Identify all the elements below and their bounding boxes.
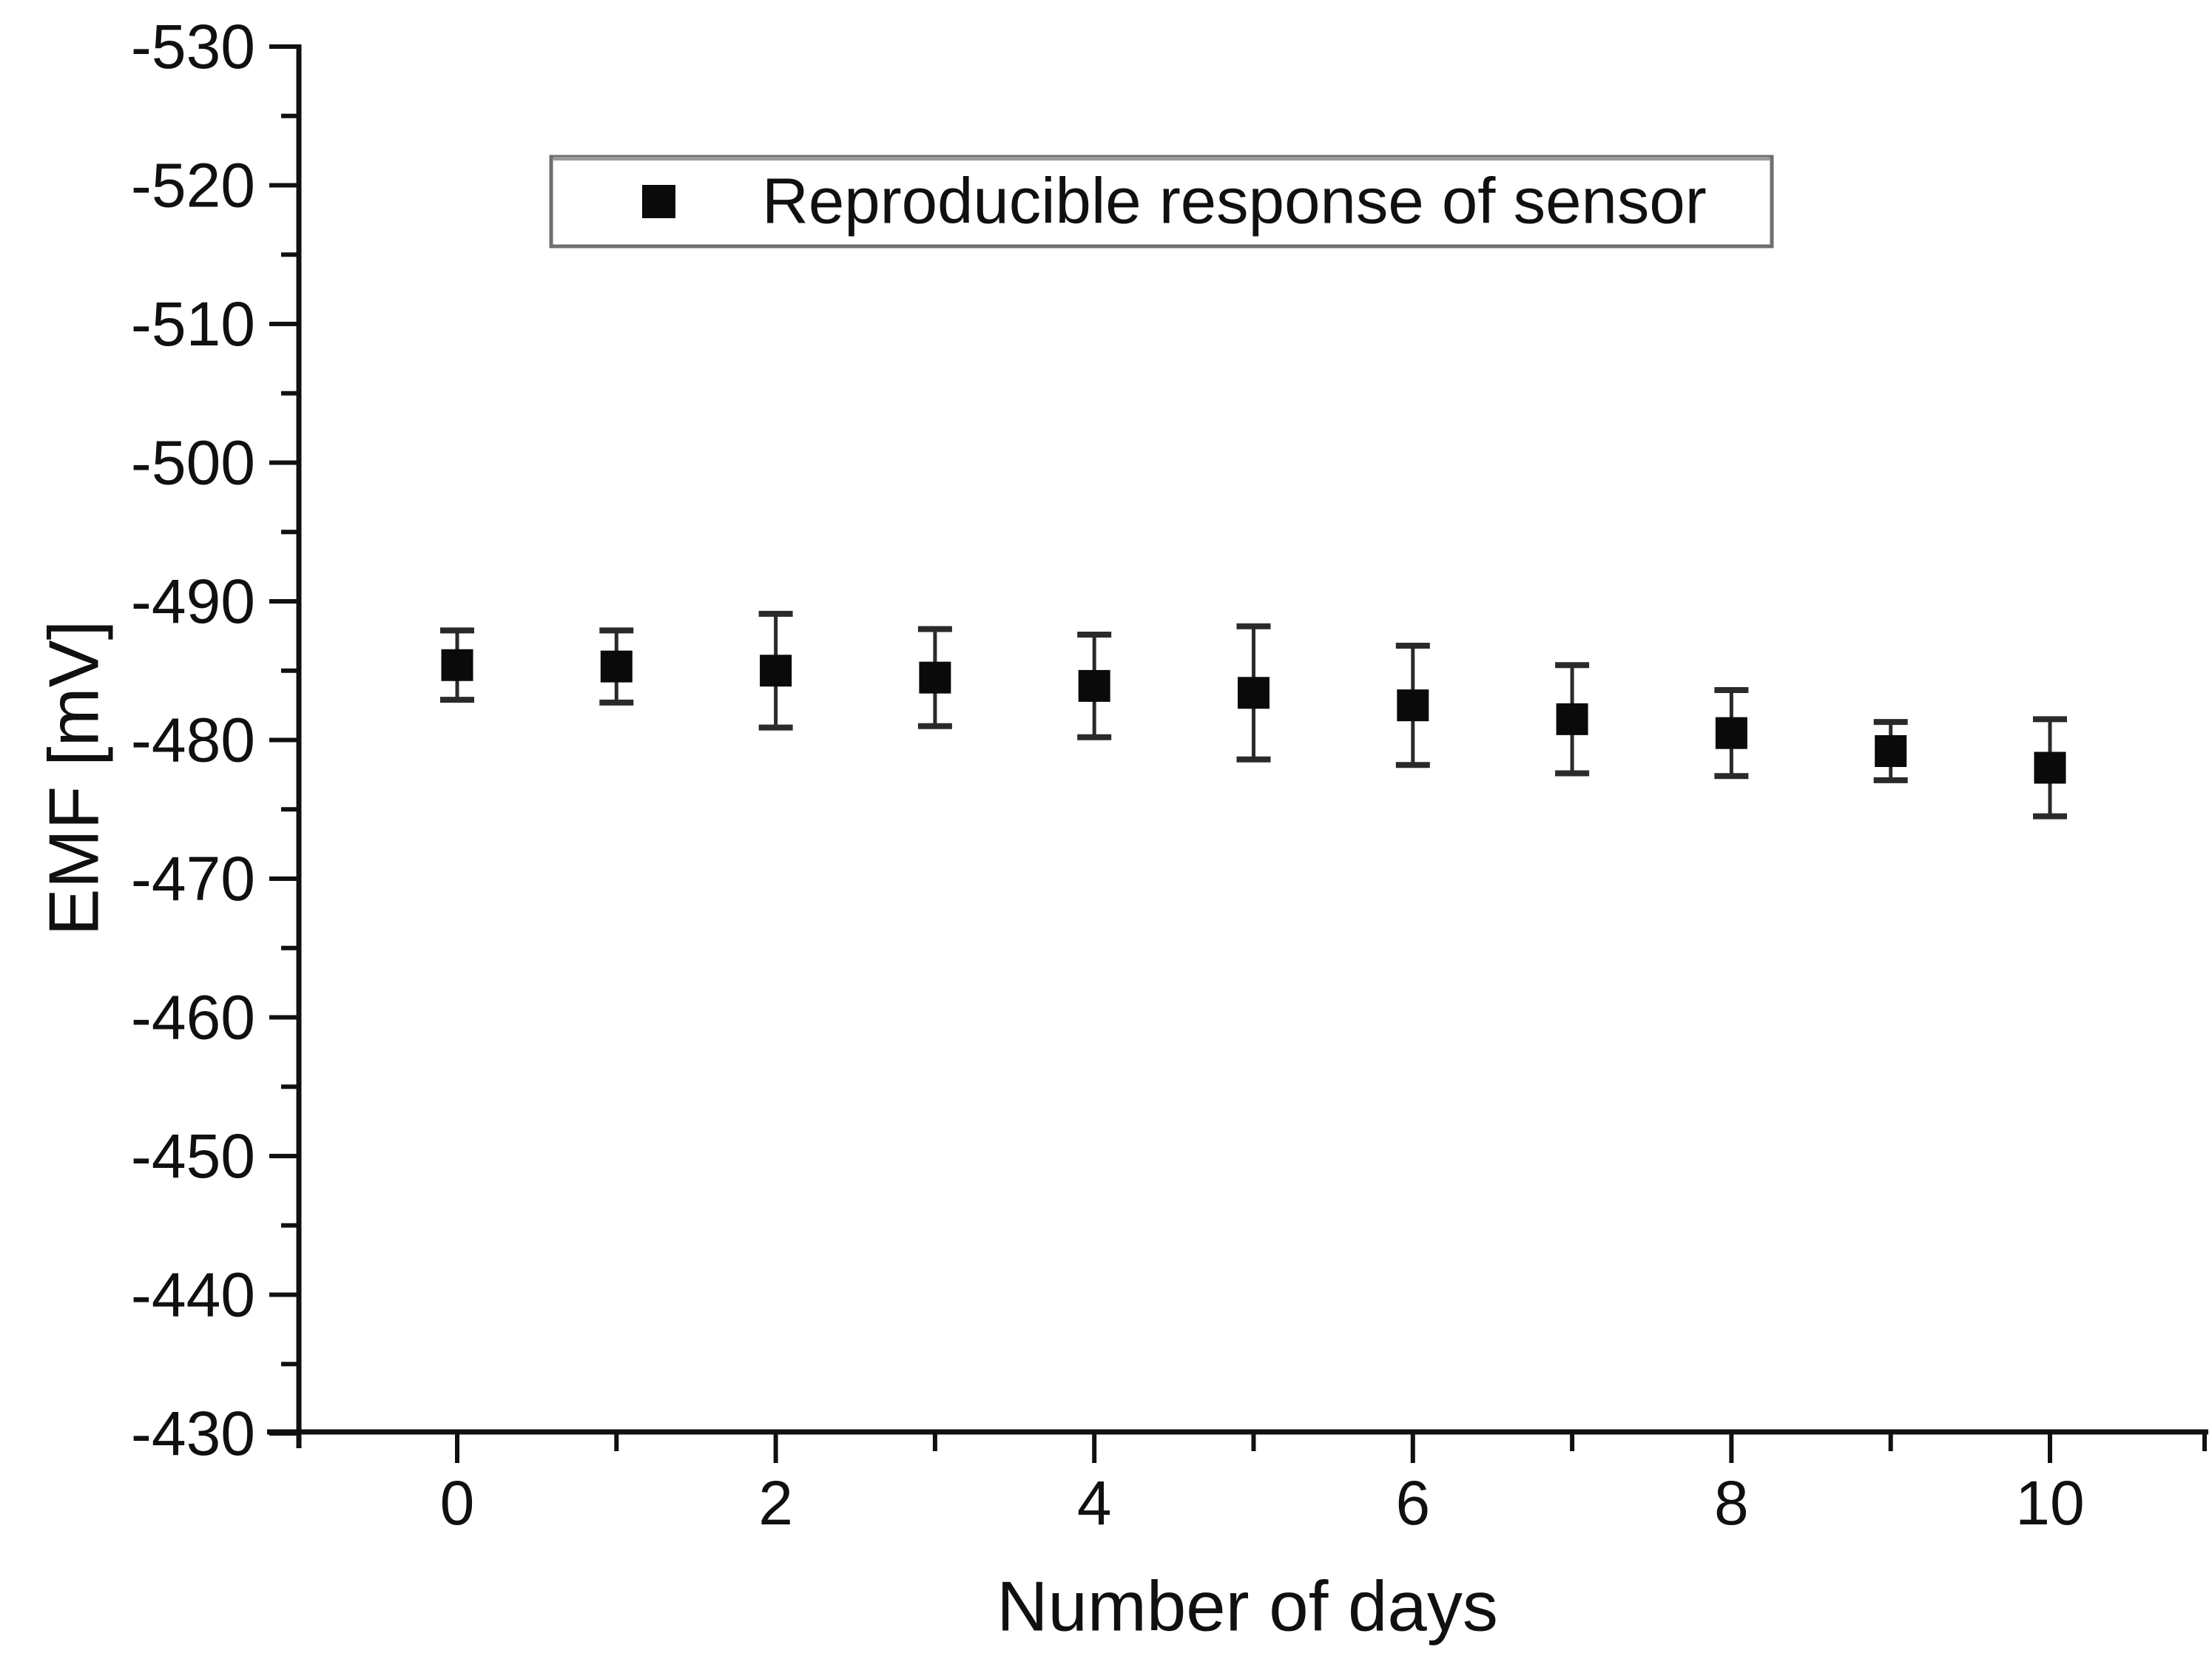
x-tick-label: 6 <box>1395 1468 1430 1538</box>
data-point <box>599 627 634 706</box>
x-tick-label: 4 <box>1077 1468 1112 1538</box>
data-point <box>1395 643 1430 768</box>
y-tick-label: -440 <box>131 1260 255 1330</box>
legend-label: Reproducible response of sensor <box>762 166 1707 237</box>
data-point <box>917 626 952 729</box>
data-point <box>1236 623 1271 763</box>
x-tick-label: 8 <box>1714 1468 1749 1538</box>
square-marker <box>2034 751 2066 784</box>
y-tick-label: -470 <box>131 844 255 913</box>
legend: Reproducible response of sensor <box>549 155 1774 249</box>
square-marker <box>1715 717 1747 749</box>
x-tick-label: 10 <box>2015 1468 2084 1538</box>
y-tick-label: -490 <box>131 567 255 636</box>
data-point <box>1873 719 1908 783</box>
data-point <box>1555 662 1590 777</box>
y-tick-label: -530 <box>131 12 255 81</box>
y-tick-label: -460 <box>131 983 255 1052</box>
square-marker <box>600 650 633 683</box>
y-tick-label: -520 <box>131 151 255 220</box>
square-marker <box>760 655 792 687</box>
square-marker <box>1078 669 1110 702</box>
square-marker <box>1875 735 1907 767</box>
data-point <box>440 627 474 703</box>
legend-marker-square-icon <box>642 185 675 218</box>
y-tick-label: -500 <box>131 428 255 498</box>
legend-box <box>549 155 1774 249</box>
y-tick-label: -510 <box>131 289 255 359</box>
data-points-group <box>440 610 2067 820</box>
y-tick-label: -430 <box>131 1399 255 1468</box>
y-tick-label: -450 <box>131 1121 255 1191</box>
y-axis-title: EMF [mV] <box>35 621 114 936</box>
y-tick-label: -480 <box>131 706 255 775</box>
x-tick-label: 0 <box>440 1468 475 1538</box>
square-marker <box>1397 689 1429 722</box>
data-point <box>758 610 793 731</box>
square-marker <box>919 661 951 694</box>
data-point <box>1077 632 1112 740</box>
x-tick-label: 2 <box>758 1468 793 1538</box>
square-marker <box>1238 677 1269 709</box>
square-marker <box>1556 703 1588 735</box>
square-marker <box>441 649 473 681</box>
data-point <box>2033 716 2067 820</box>
data-point <box>1714 687 1749 780</box>
axes-group: -530 -520 -510 -500 -490 -480 -470 -460 -450 -440… <box>131 12 2208 1538</box>
x-axis-title: Number of days <box>997 1567 1498 1646</box>
